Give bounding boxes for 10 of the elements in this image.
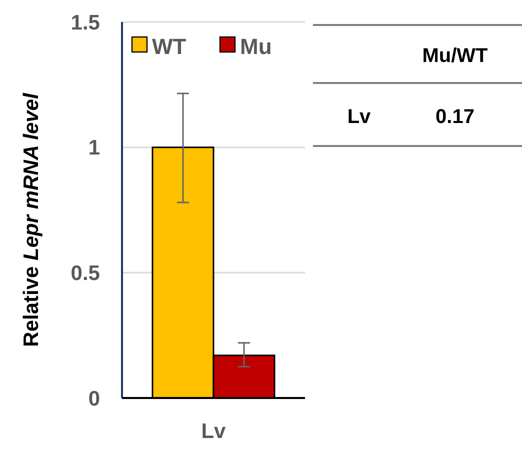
y-tick-label: 0.5 xyxy=(70,262,100,286)
y-tick-label: 1.5 xyxy=(70,11,100,34)
legend-label: Mu xyxy=(240,34,272,59)
y-axis-title: Relative Lepr mRNA level xyxy=(20,92,43,347)
legend-label: WT xyxy=(152,34,187,59)
text: 0.17 xyxy=(436,106,474,128)
y-tick-label: 1 xyxy=(88,136,100,160)
text: Lv xyxy=(347,106,372,128)
y-tick-label: 0 xyxy=(88,387,100,410)
text: Mu/WT xyxy=(422,45,488,67)
